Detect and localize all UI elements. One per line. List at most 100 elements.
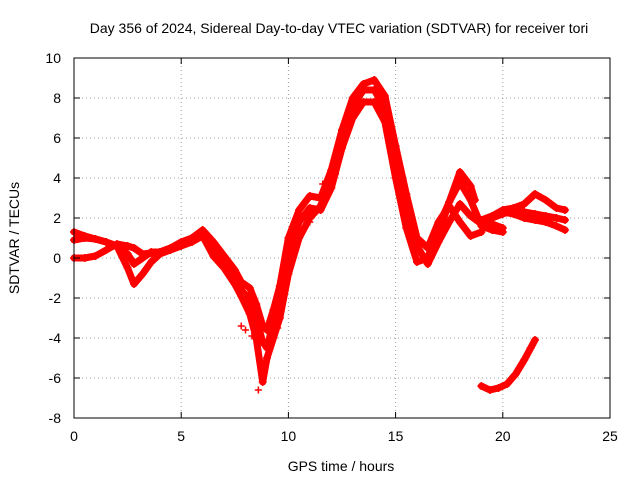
point-marker: [80, 254, 89, 262]
point-marker: [209, 252, 218, 260]
point-marker: [380, 92, 389, 100]
outlier-marker: [242, 326, 250, 334]
point-marker: [305, 192, 314, 200]
point-marker: [541, 196, 550, 204]
point-marker: [258, 378, 267, 386]
point-marker: [295, 234, 304, 242]
point-marker: [370, 76, 379, 84]
point-marker: [530, 216, 539, 224]
point-marker: [455, 168, 464, 176]
point-marker: [112, 240, 121, 248]
point-marker: [494, 384, 503, 392]
point-marker: [413, 234, 422, 242]
y-tick-label: 4: [53, 170, 61, 186]
point-marker: [503, 380, 512, 388]
point-marker: [348, 94, 357, 102]
point-marker: [305, 204, 314, 212]
point-marker: [466, 232, 475, 240]
point-marker: [230, 266, 239, 274]
point-marker: [560, 206, 569, 214]
point-marker: [498, 208, 507, 216]
point-marker: [560, 216, 569, 224]
point-marker: [147, 249, 156, 257]
point-marker: [413, 242, 422, 250]
point-marker: [252, 334, 261, 342]
point-marker: [245, 310, 254, 318]
point-marker: [552, 222, 561, 230]
point-marker: [485, 386, 494, 394]
axis-ticks: 0 5 10 15 20 25 -8 -6 -4 -2 0 2 4 6 8 10: [45, 50, 618, 444]
point-marker: [445, 198, 454, 206]
data-series: [70, 76, 569, 394]
y-axis-label: SDTVAR / TECUs: [6, 182, 22, 294]
point-marker: [252, 300, 261, 308]
chart-title: Day 356 of 2024, Sidereal Day-to-day VTE…: [90, 20, 589, 36]
x-tick-label: 20: [495, 428, 511, 444]
point-marker: [262, 326, 271, 334]
point-marker: [391, 142, 400, 150]
y-tick-label: 6: [53, 130, 61, 146]
point-marker: [520, 214, 529, 222]
point-marker: [530, 336, 539, 344]
point-marker: [275, 282, 284, 290]
point-marker: [295, 206, 304, 214]
point-marker: [455, 218, 464, 226]
point-marker: [423, 254, 432, 262]
point-marker: [498, 224, 507, 232]
y-tick-label: -4: [49, 330, 62, 346]
point-marker: [138, 270, 147, 278]
point-marker: [91, 252, 100, 260]
point-marker: [434, 230, 443, 238]
point-marker: [402, 190, 411, 198]
series-track-c: [70, 76, 485, 334]
point-marker: [155, 248, 164, 256]
y-tick-label: -6: [49, 370, 62, 386]
point-marker: [198, 226, 207, 234]
point-marker: [245, 284, 254, 292]
outlier-marker: [274, 324, 282, 332]
point-marker: [477, 382, 486, 390]
y-tick-label: 2: [53, 210, 61, 226]
point-marker: [237, 278, 246, 286]
point-marker: [284, 270, 293, 278]
outlier-marker: [267, 334, 275, 342]
point-marker: [123, 250, 132, 258]
point-marker: [445, 218, 454, 226]
point-marker: [316, 202, 325, 210]
point-marker: [509, 210, 518, 218]
point-marker: [102, 238, 111, 246]
point-marker: [209, 238, 218, 246]
point-marker: [262, 354, 271, 362]
y-tick-label: 8: [53, 90, 61, 106]
point-marker: [230, 280, 239, 288]
point-marker: [511, 370, 520, 378]
point-marker: [477, 228, 486, 236]
point-marker: [327, 166, 336, 174]
point-marker: [91, 235, 100, 243]
outlier-marker: [248, 332, 256, 340]
y-tick-label: 0: [53, 250, 61, 266]
outlier-marker: [306, 218, 314, 226]
point-marker: [338, 126, 346, 134]
x-tick-label: 5: [177, 428, 185, 444]
point-marker: [269, 306, 278, 314]
point-marker: [520, 356, 529, 364]
point-marker: [530, 190, 539, 198]
point-marker: [560, 226, 569, 234]
point-marker: [466, 182, 475, 190]
point-marker: [488, 212, 497, 220]
x-axis-label: GPS time / hours: [288, 458, 395, 474]
point-marker: [541, 218, 550, 226]
x-tick-label: 15: [388, 428, 404, 444]
point-marker: [130, 260, 139, 268]
point-marker: [220, 264, 229, 272]
point-marker: [466, 212, 475, 220]
point-marker: [187, 234, 196, 242]
y-tick-label: 10: [45, 50, 61, 66]
y-tick-label: -8: [49, 410, 62, 426]
point-marker: [477, 216, 486, 224]
point-marker: [359, 80, 368, 88]
point-marker: [413, 258, 422, 266]
point-marker: [258, 322, 267, 330]
